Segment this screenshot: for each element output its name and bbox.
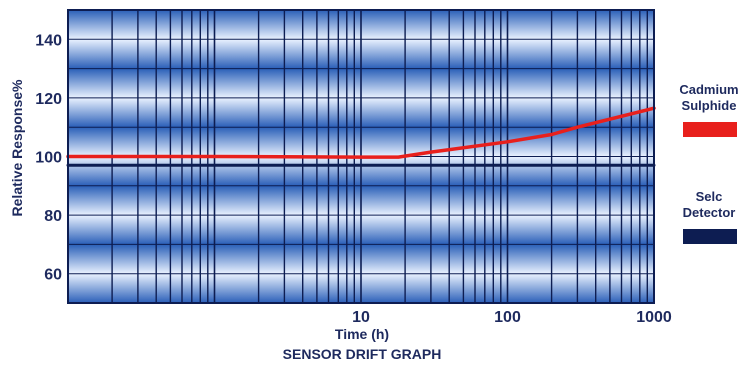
y-tick-label: 140 (35, 32, 62, 49)
legend-label: Detector (683, 205, 736, 220)
y-axis-ticks: 60 80 100 120 140 (35, 32, 62, 283)
chart-title: SENSOR DRIFT GRAPH (283, 346, 442, 362)
y-tick-label: 80 (44, 208, 62, 225)
y-tick-label: 120 (35, 91, 62, 108)
legend-label: Sulphide (682, 98, 737, 113)
series-layer (66, 106, 656, 167)
series-line (66, 106, 656, 159)
plot-frame (67, 9, 655, 304)
x-tick-label: 1000 (636, 309, 672, 326)
x-tick-label: 10 (352, 309, 370, 326)
legend-label: Cadmium (679, 82, 738, 97)
legend-label: Selc (696, 189, 723, 204)
y-axis-title: Relative Response% (9, 79, 25, 216)
y-tick-label: 100 (35, 150, 62, 167)
y-tick-label: 60 (44, 267, 62, 284)
x-axis-ticks: 10 100 1000 (352, 309, 672, 326)
legend-swatch (683, 229, 737, 244)
legend-swatch (683, 122, 737, 137)
x-axis-title: Time (h) (335, 326, 389, 342)
x-tick-label: 100 (494, 309, 521, 326)
